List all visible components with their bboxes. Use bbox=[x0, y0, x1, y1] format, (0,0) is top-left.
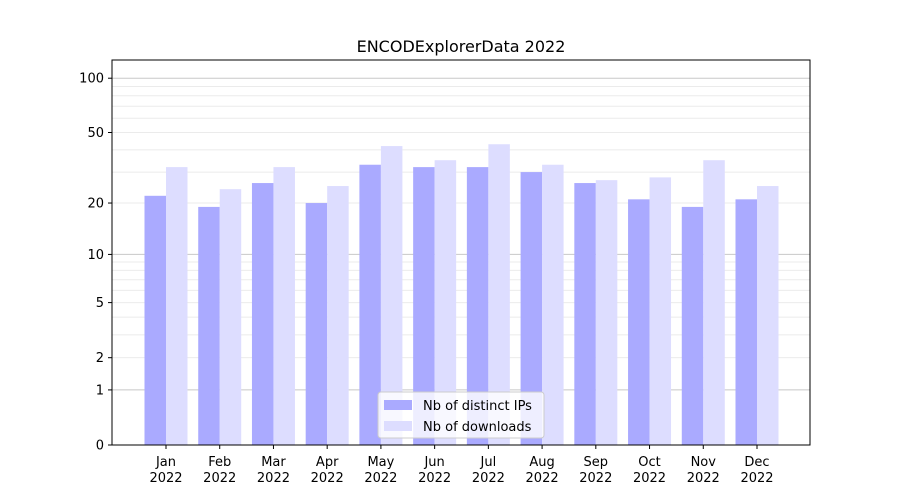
y-tick-label: 5 bbox=[96, 296, 104, 311]
y-tick-label: 2 bbox=[96, 351, 104, 366]
x-tick-label: Apr 2022 bbox=[311, 455, 344, 486]
legend-box bbox=[377, 391, 545, 439]
y-tick-label: 50 bbox=[87, 126, 104, 141]
bar-downloads bbox=[327, 186, 349, 445]
bar-distinct-ips bbox=[144, 195, 166, 445]
bar-distinct-ips bbox=[628, 199, 650, 445]
x-tick-label: Jul 2022 bbox=[472, 455, 505, 486]
legend-swatch bbox=[384, 400, 412, 410]
bar-downloads bbox=[542, 164, 564, 445]
y-tick-label: 100 bbox=[79, 72, 104, 87]
x-tick-label: Sep 2022 bbox=[579, 455, 612, 486]
y-tick-label: 10 bbox=[87, 248, 104, 263]
bar-distinct-ips bbox=[466, 167, 489, 445]
bar-downloads bbox=[703, 160, 725, 446]
x-tick-label: Nov 2022 bbox=[687, 455, 720, 486]
bar-downloads bbox=[649, 177, 672, 445]
bar-downloads bbox=[595, 180, 618, 445]
x-tick-label: Jan 2022 bbox=[149, 455, 182, 486]
bar-downloads bbox=[380, 146, 403, 445]
bar-distinct-ips bbox=[305, 203, 328, 445]
x-axis: Jan 2022 Feb 2022 Mar 2022 Apr 2022 May 2022 Jun 20… bbox=[149, 445, 774, 486]
chart-title: ENCODExplorerData 2022 bbox=[357, 37, 566, 56]
bar-downloads bbox=[219, 189, 242, 445]
bar-distinct-ips bbox=[359, 164, 381, 445]
bars bbox=[144, 144, 779, 446]
bar-downloads bbox=[166, 167, 188, 445]
x-tick-label: Oct 2022 bbox=[633, 455, 666, 486]
x-tick-label: Feb 2022 bbox=[203, 455, 236, 486]
x-tick-label: Mar 2022 bbox=[257, 455, 290, 486]
x-tick-label: Aug 2022 bbox=[526, 455, 559, 486]
legend-label: Nb of distinct IPs bbox=[423, 399, 532, 414]
bar-downloads bbox=[273, 167, 295, 445]
bar-distinct-ips bbox=[681, 206, 704, 445]
x-tick-label: May 2022 bbox=[364, 455, 397, 486]
legend-swatch bbox=[384, 421, 412, 431]
y-tick-label: 0 bbox=[96, 439, 104, 454]
bar-distinct-ips bbox=[413, 167, 435, 445]
bar-distinct-ips bbox=[198, 206, 220, 445]
bar-distinct-ips bbox=[574, 183, 596, 445]
y-tick-label: 1 bbox=[96, 383, 104, 398]
x-tick-label: Dec 2022 bbox=[740, 455, 773, 486]
x-tick-label: Jun 2022 bbox=[418, 455, 451, 486]
bar-distinct-ips bbox=[251, 183, 274, 445]
bar-downloads bbox=[488, 144, 510, 445]
bar-distinct-ips bbox=[520, 172, 543, 445]
bar-downloads bbox=[434, 160, 457, 446]
legend-label: Nb of downloads bbox=[423, 420, 532, 435]
y-axis: 0 1 2 5 10 20 50 100 bbox=[79, 72, 112, 454]
legend: Nb of distinct IPs Nb of downloads bbox=[377, 391, 545, 439]
plot-frame bbox=[111, 59, 811, 446]
bar-downloads bbox=[757, 186, 779, 445]
y-tick-label: 20 bbox=[87, 197, 104, 212]
bar-distinct-ips bbox=[735, 199, 757, 445]
